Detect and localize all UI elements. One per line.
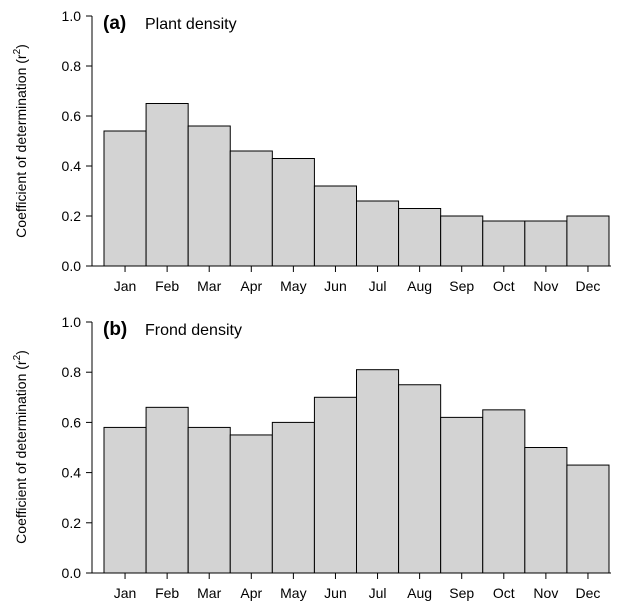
bar-aug [398, 208, 442, 267]
panel-a-y-ticks: 0.0 0.2 0.4 0.6 0.8 1.0 [62, 8, 92, 274]
panel-b-y-axis-label: Coefficient of determination (r2) [12, 350, 29, 544]
panel-b-y-ticks: 0.0 0.2 0.4 0.6 0.8 1.0 [62, 314, 92, 581]
panel-b-bars [103, 369, 610, 574]
y-tick-label: 1.0 [62, 8, 82, 24]
panel-a-bars [103, 103, 610, 267]
panel-b-letter: (b) [103, 319, 127, 340]
y-tick-label: 0.2 [62, 515, 82, 531]
bar-apr [229, 434, 273, 574]
bar-may [271, 158, 315, 267]
x-tick-label: Jul [369, 278, 387, 294]
x-tick-label: Nov [533, 278, 558, 294]
x-tick-label: Jun [324, 278, 347, 294]
x-tick-label: Jul [369, 585, 387, 601]
panel-a-title: Plant density [145, 16, 237, 33]
y-tick-label: 0.4 [62, 465, 82, 481]
bar-dec [566, 464, 610, 574]
x-tick-label: Apr [240, 278, 262, 294]
bar-feb [145, 103, 189, 267]
y-tick-label: 0.6 [62, 108, 82, 124]
panel-a-x-ticks: Jan Feb Mar Apr May Jun Jul Aug Sep Oct Nov Dec [114, 266, 601, 294]
bar-jul [356, 200, 400, 267]
x-tick-label: Feb [155, 585, 179, 601]
x-tick-label: Dec [576, 278, 601, 294]
x-tick-label: Jan [114, 278, 137, 294]
y-tick-label: 0.6 [62, 414, 82, 430]
bar-jun [313, 185, 358, 267]
bar-nov [524, 447, 568, 574]
x-tick-label: May [280, 278, 306, 294]
y-tick-label: 0.0 [62, 565, 82, 581]
bar-jul [356, 369, 400, 574]
x-tick-label: Oct [493, 278, 515, 294]
bar-aug [398, 384, 442, 574]
y-tick-label: 0.4 [62, 158, 82, 174]
x-tick-label: May [280, 585, 306, 601]
x-tick-label: Feb [155, 278, 179, 294]
bar-jan [103, 130, 147, 267]
bar-mar [187, 426, 231, 574]
bar-jun [313, 396, 358, 574]
y-tick-label: 0.0 [62, 258, 82, 274]
bar-sep [440, 416, 484, 574]
panel-b-y-axis-label-end: ) [13, 350, 29, 355]
x-tick-label: Dec [576, 585, 601, 601]
bar-nov [524, 220, 568, 267]
x-tick-label: Mar [197, 585, 221, 601]
x-tick-label: Sep [449, 278, 474, 294]
x-tick-label: Aug [407, 585, 432, 601]
y-tick-label: 0.8 [62, 364, 82, 380]
bar-oct [482, 409, 526, 574]
x-tick-label: Oct [493, 585, 515, 601]
x-tick-label: Jun [324, 585, 347, 601]
panel-a-letter: (a) [103, 13, 126, 34]
x-tick-label: Nov [533, 585, 558, 601]
x-tick-label: Jan [114, 585, 137, 601]
panel-b-title: Frond density [145, 322, 242, 339]
panel-b-y-axis-label-sup: 2 [12, 354, 23, 360]
bar-may [271, 421, 315, 574]
x-tick-label: Aug [407, 278, 432, 294]
panel-a-y-axis-label-end: ) [13, 44, 29, 49]
panel-a: 0.0 0.2 0.4 0.6 0.8 1.0 Jan Feb Mar Apr May Jun Jul… [12, 8, 611, 294]
panel-b: 0.0 0.2 0.4 0.6 0.8 1.0 Jan Feb Mar Apr May Jun Jul… [12, 314, 611, 601]
bar-oct [482, 220, 526, 267]
bar-jan [103, 426, 147, 574]
bar-dec [566, 215, 610, 267]
y-tick-label: 1.0 [62, 314, 82, 330]
panel-a-y-axis-label-main: Coefficient of determination (r [13, 54, 29, 238]
bar-mar [187, 125, 231, 267]
bar-apr [229, 150, 273, 267]
x-tick-label: Sep [449, 585, 474, 601]
panel-b-x-ticks: Jan Feb Mar Apr May Jun Jul Aug Sep Oct Nov Dec [114, 573, 601, 601]
panel-a-y-axis-label: Coefficient of determination (r2) [12, 44, 29, 238]
x-tick-label: Apr [240, 585, 262, 601]
x-tick-label: Mar [197, 278, 221, 294]
bar-feb [145, 406, 189, 574]
y-tick-label: 0.2 [62, 208, 82, 224]
panel-b-y-axis-label-main: Coefficient of determination (r [13, 360, 29, 544]
bar-sep [440, 215, 484, 267]
y-tick-label: 0.8 [62, 58, 82, 74]
panel-a-y-axis-label-sup: 2 [12, 48, 23, 54]
